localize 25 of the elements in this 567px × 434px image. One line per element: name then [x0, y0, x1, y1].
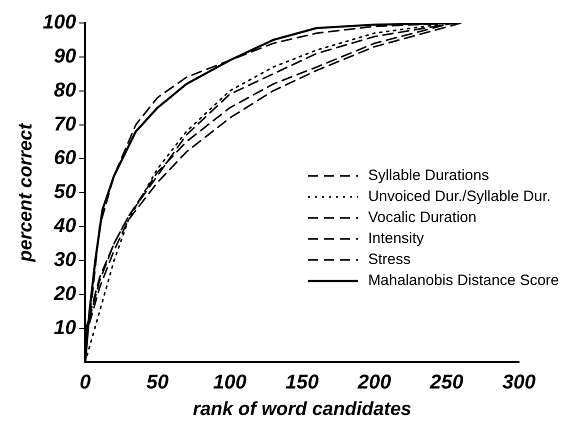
legend-label: Mahalanobis Distance Score — [368, 272, 559, 290]
y-tick-label: 80 — [54, 79, 76, 102]
y-tick-label: 50 — [54, 181, 76, 204]
y-tick-label: 100 — [42, 12, 76, 34]
y-tick-label: 60 — [54, 147, 76, 170]
x-tick-label: 150 — [285, 372, 319, 394]
x-tick-label: 300 — [502, 372, 536, 394]
legend-label: Unvoiced Dur./Syllable Dur. — [368, 188, 551, 206]
y-axis-title: percent correct — [16, 122, 37, 263]
legend-label: Intensity — [368, 230, 424, 248]
x-tick-label: 50 — [146, 372, 169, 394]
x-tick-label: 200 — [356, 372, 392, 394]
y-tick-label: 70 — [54, 113, 76, 136]
y-tick-label: 40 — [52, 215, 76, 238]
y-tick-label: 30 — [54, 248, 76, 271]
x-tick-label: 0 — [80, 372, 91, 394]
y-tick-label: 20 — [52, 282, 76, 305]
legend-label: Stress — [368, 251, 411, 268]
x-axis-title: rank of word candidates — [192, 398, 412, 420]
legend-label: Vocalic Duration — [368, 209, 476, 226]
y-tick-label: 90 — [54, 45, 76, 68]
y-tick-label: 10 — [54, 316, 76, 339]
x-tick-label: 250 — [429, 372, 464, 394]
legend-label: Syllable Durations — [368, 167, 489, 184]
x-tick-label: 100 — [213, 372, 246, 394]
